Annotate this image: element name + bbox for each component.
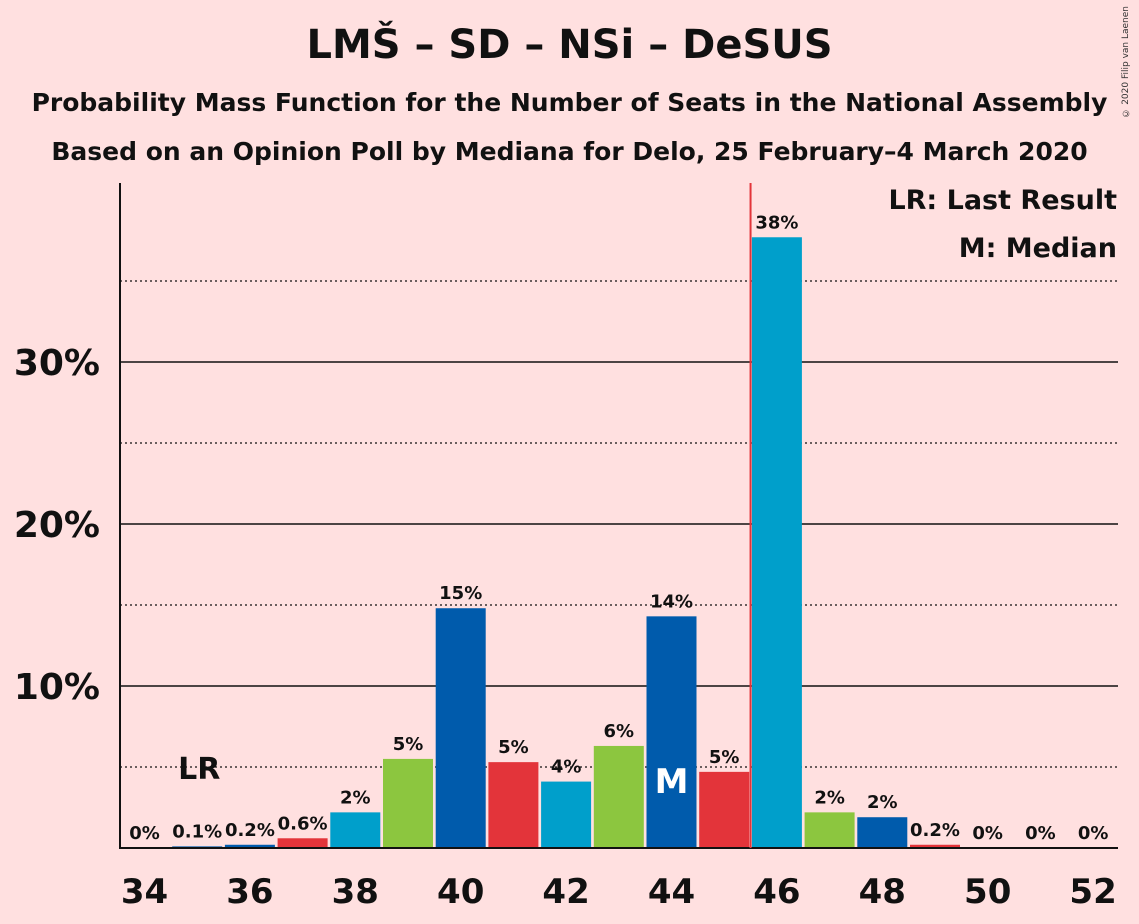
bar-value-label: 6%: [604, 721, 635, 742]
x-tick-label: 42: [542, 872, 589, 912]
bar-value-label: 2%: [867, 792, 898, 813]
bar-value-label: 0%: [972, 823, 1003, 844]
bar-value-label: 14%: [650, 591, 693, 612]
y-tick-label: 30%: [14, 343, 100, 384]
chart-title: LMŠ – SD – NSi – DeSUS: [306, 22, 833, 68]
x-tick-label: 50: [964, 872, 1011, 912]
x-tick-label: 52: [1069, 872, 1116, 912]
bar-value-label: 5%: [709, 747, 740, 768]
bar-value-label: 15%: [439, 583, 482, 604]
x-tick-label: 40: [437, 872, 484, 912]
x-tick-label: 48: [859, 872, 906, 912]
bar: [804, 812, 855, 848]
chart-subtitle-2: Based on an Opinion Poll by Mediana for …: [51, 137, 1088, 166]
bar: [593, 745, 644, 848]
bar: [330, 812, 381, 848]
legend-last-result: LR: Last Result: [888, 185, 1117, 216]
x-tick-label: 34: [121, 872, 168, 912]
bar-value-label: 0%: [1078, 823, 1109, 844]
bar: [488, 762, 539, 848]
bar-value-label: 0.2%: [910, 820, 960, 841]
y-tick-label: 20%: [14, 505, 100, 546]
bar: [435, 608, 486, 848]
legend-median: M: Median: [959, 233, 1117, 264]
bar: [699, 771, 750, 848]
bar: [383, 758, 433, 848]
median-marker: M: [655, 762, 689, 802]
bar-value-label: 2%: [340, 787, 371, 808]
bar-value-label: 0.2%: [225, 820, 275, 841]
x-tick-label: 44: [648, 872, 695, 912]
bar-value-label: 5%: [498, 737, 529, 758]
bar: [646, 616, 697, 848]
x-tick-label: 38: [332, 872, 379, 912]
y-tick-label: 10%: [14, 667, 100, 708]
x-tick-label: 36: [226, 872, 273, 912]
bar: [910, 844, 960, 848]
chart-subtitle: Probability Mass Function for the Number…: [31, 88, 1108, 117]
bar-value-label: 0.1%: [172, 821, 222, 842]
bar-value-label: 2%: [814, 787, 845, 808]
bar: [277, 838, 328, 848]
bar-value-label: 0%: [129, 823, 160, 844]
bar-value-label: 5%: [393, 734, 424, 755]
bar: [224, 844, 275, 848]
x-tick-label: 46: [753, 872, 800, 912]
bar: [541, 781, 592, 848]
bar-value-label: 38%: [755, 212, 798, 233]
last-result-marker: LR: [178, 752, 220, 787]
bar: [751, 237, 802, 848]
bar-value-label: 4%: [551, 757, 582, 778]
bar: [857, 817, 908, 848]
bar-value-label: 0%: [1025, 823, 1056, 844]
bar-value-label: 0.6%: [278, 813, 328, 834]
